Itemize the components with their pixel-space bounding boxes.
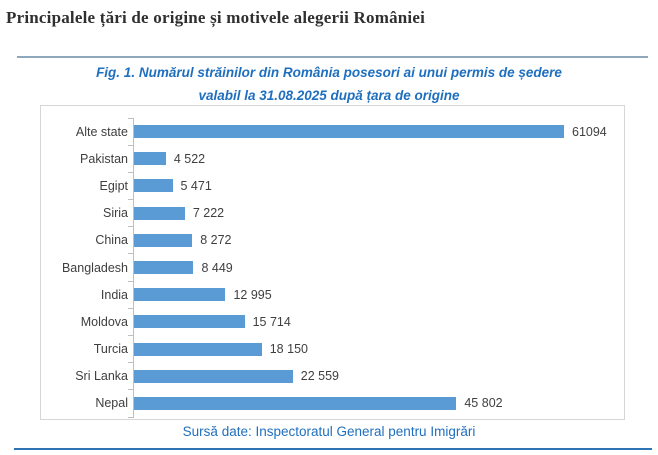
bar (134, 261, 194, 275)
figure-caption-line2: valabil la 31.08.2025 după țara de origi… (198, 88, 460, 103)
bar-value-label: 45 802 (464, 396, 503, 411)
bar-area: 12 995 (128, 280, 624, 309)
bar-value-label: 15 714 (252, 314, 291, 329)
category-label: Nepal (95, 396, 128, 411)
chart-row: Moldova 15 714 (41, 307, 624, 336)
bar-area: 15 714 (128, 307, 624, 336)
bar-area: 7 222 (128, 199, 624, 227)
chart-row: India 12 995 (41, 280, 624, 309)
bar-area: 45 802 (128, 389, 624, 418)
bar-value-label: 8 449 (201, 260, 233, 275)
figure-caption: Fig. 1. Numărul străinilor din România p… (0, 61, 658, 107)
category-label: India (100, 287, 128, 302)
bar-value-label: 12 995 (233, 287, 272, 302)
bar (134, 233, 193, 247)
bar-value-label: 61094 (572, 124, 607, 139)
category-label: China (95, 233, 128, 248)
category-label: Moldova (80, 314, 128, 329)
bar-value-label: 5 471 (180, 178, 212, 193)
title-divider (17, 56, 648, 58)
bar-value-label: 4 522 (173, 151, 206, 166)
bar-area: 61094 (128, 117, 624, 146)
figure-caption-line1: Fig. 1. Numărul străinilor din România p… (96, 65, 562, 80)
category-label: Bangladesh (61, 260, 128, 275)
category-label: Siria (102, 206, 128, 221)
bar-value-label: 8 272 (200, 233, 232, 248)
chart-row: Egipt 5 471 (41, 171, 624, 200)
bar (134, 152, 166, 166)
bar (134, 125, 564, 139)
chart-row: Pakistan 4 522 (41, 144, 624, 173)
bottom-divider (14, 448, 652, 450)
chart-row: Alte state 61094 (41, 117, 624, 146)
data-source-note: Sursă date: Inspectoratul General pentru… (182, 424, 476, 439)
bar (134, 396, 457, 410)
bar (134, 369, 293, 383)
bar-value-label: 7 222 (192, 206, 225, 221)
bar (134, 342, 262, 356)
page-title: Principalele țări de origine și motivele… (6, 8, 426, 27)
bar-area: 5 471 (128, 171, 624, 200)
chart-row: Bangladesh 8 449 (41, 253, 624, 282)
bar (134, 315, 245, 329)
chart-row: Nepal 45 802 (41, 389, 624, 418)
category-label: Pakistan (80, 151, 128, 166)
bar-area: 8 272 (128, 226, 624, 254)
chart-row: Siria 7 222 (41, 199, 624, 227)
bar-value-label: 22 559 (300, 369, 339, 384)
bar-area: 8 449 (128, 253, 624, 282)
category-label: Egipt (99, 178, 129, 193)
bar-area: 18 150 (128, 334, 624, 363)
bar (134, 288, 226, 302)
bar (134, 206, 185, 220)
chart-row: China 8 272 (41, 226, 624, 254)
bar-area: 22 559 (128, 362, 624, 390)
bar-value-label: 18 150 (269, 342, 308, 357)
chart-row: Turcia 18 150 (41, 334, 624, 363)
bar-chart: Alte state 61094 Pakistan 4 522 Egipt 5 471 Si… (40, 105, 625, 420)
bar-area: 4 522 (128, 144, 624, 173)
chart-row: Sri Lanka 22 559 (41, 362, 624, 390)
chart-rows: Alte state 61094 Pakistan 4 522 Egipt 5 471 Si… (41, 117, 624, 418)
category-label: Turcia (93, 342, 128, 357)
bar (134, 179, 173, 193)
category-label: Sri Lanka (75, 369, 128, 384)
category-label: Alte state (75, 124, 128, 139)
